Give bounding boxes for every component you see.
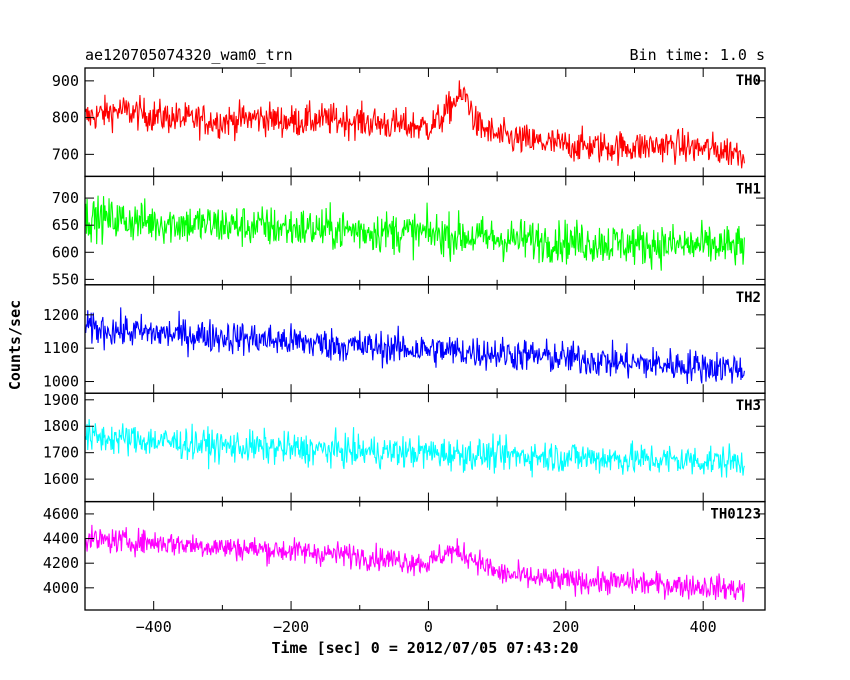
y-tick-label-th3: 1800: [43, 417, 79, 435]
y-tick-label-th3: 1600: [43, 470, 79, 488]
y-tick-label-th3: 1700: [43, 444, 79, 462]
y-tick-label-th0123: 4400: [43, 530, 79, 548]
y-tick-label-th0123: 4200: [43, 554, 79, 572]
series-line-th3: [85, 419, 745, 478]
x-tick-label: −400: [136, 618, 172, 636]
y-tick-label-th2: 1200: [43, 306, 79, 324]
y-tick-label-th1: 700: [52, 189, 79, 207]
y-tick-label-th1: 550: [52, 270, 79, 288]
panel-label-th2: TH2: [736, 290, 761, 306]
series-line-th0123: [85, 524, 745, 603]
x-tick-label: 400: [690, 618, 717, 636]
panel-label-th0123: TH0123: [710, 507, 761, 523]
y-tick-label-th2: 1000: [43, 373, 79, 391]
y-tick-label-th0: 800: [52, 109, 79, 127]
y-tick-label-th1: 600: [52, 243, 79, 261]
y-tick-label-th0: 700: [52, 145, 79, 163]
x-axis-label: Time [sec] 0 = 2012/07/05 07:43:20: [271, 639, 578, 657]
y-tick-label-th0: 900: [52, 72, 79, 90]
x-tick-label: 0: [424, 618, 433, 636]
y-tick-label-th2: 1100: [43, 339, 79, 357]
y-tick-label-th0123: 4000: [43, 579, 79, 597]
series-line-th0: [85, 80, 745, 169]
y-axis-label: Counts/sec: [6, 300, 24, 390]
y-tick-label-th1: 650: [52, 216, 79, 234]
series-line-th2: [85, 307, 745, 384]
panel-label-th1: TH1: [736, 181, 761, 197]
panel-label-th0: TH0: [736, 73, 761, 89]
panel-frame-th0123: [84, 500, 766, 611]
x-tick-label: −200: [273, 618, 309, 636]
panels-group: 700 800 900 TH0 550 600 650 700 TH1 1000 1100 1200 T…: [43, 67, 766, 636]
x-tick-label: 200: [552, 618, 579, 636]
panel-label-th3: TH3: [736, 398, 761, 414]
y-tick-label-th0123: 4600: [43, 505, 79, 523]
series-line-th1: [85, 195, 745, 271]
chart-title-right: Bin time: 1.0 s: [630, 46, 765, 64]
y-tick-label-th3: 1900: [43, 391, 79, 409]
chart-title-left: ae120705074320_wam0_trn: [85, 46, 293, 64]
